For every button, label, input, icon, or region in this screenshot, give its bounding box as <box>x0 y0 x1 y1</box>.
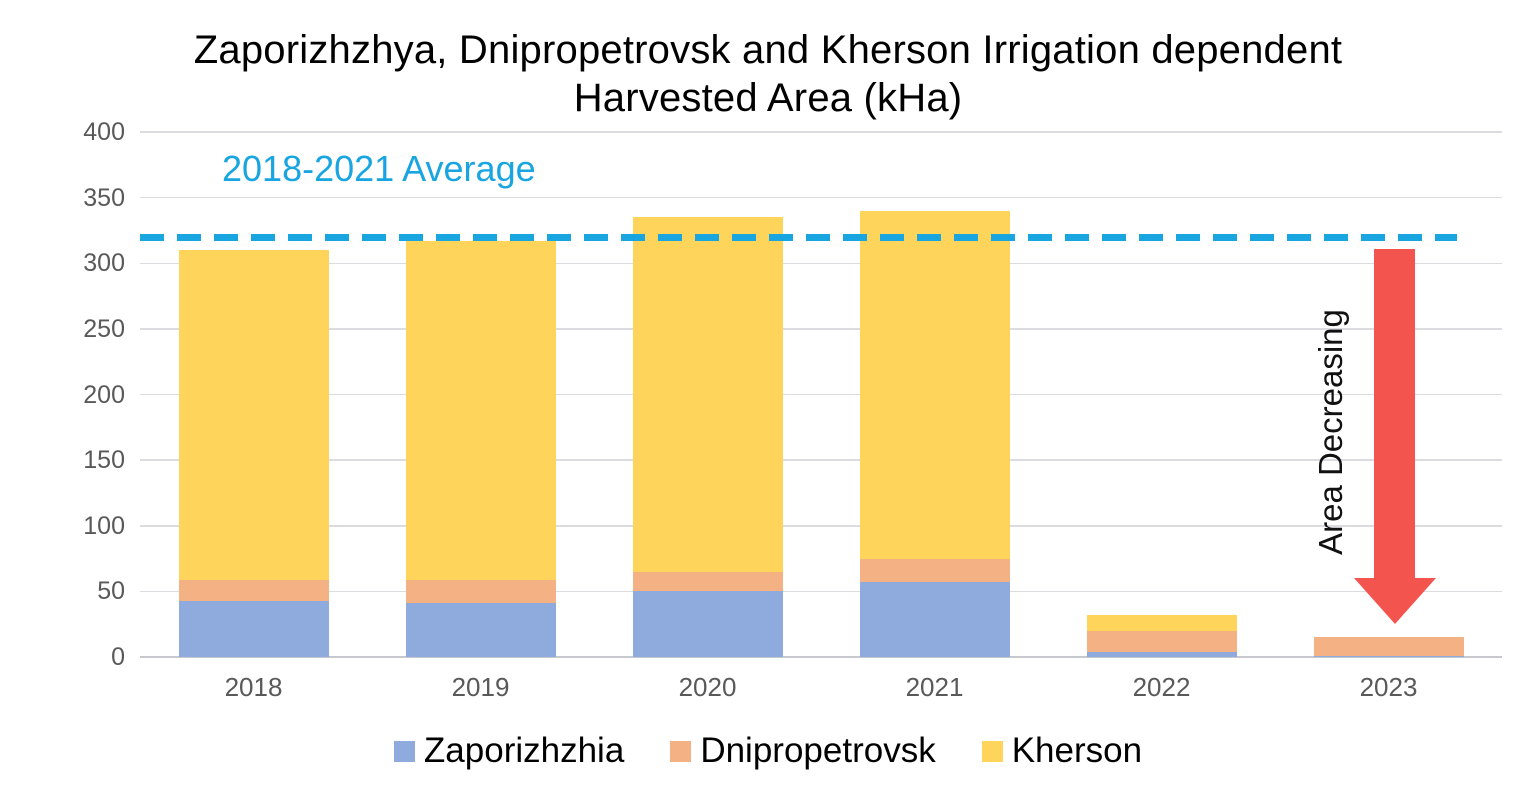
x-axis-label-2022: 2022 <box>1132 672 1191 702</box>
bar-segment-2019-kherson <box>405 240 556 580</box>
x-axis-label-2018: 2018 <box>224 672 283 702</box>
x-axis-label-2021: 2021 <box>905 672 964 702</box>
bar-segment-2021-zaporizhzhia <box>859 582 1010 657</box>
y-axis-tick-label: 200 <box>83 380 125 409</box>
legend-swatch-icon <box>393 740 415 762</box>
legend-item-zaporizhzhia: Zaporizhzhia <box>393 731 625 771</box>
bar-segment-2020-zaporizhzhia <box>632 591 783 657</box>
legend-item-dnipropetrovsk: Dnipropetrovsk <box>670 731 936 771</box>
bar-segment-2020-dnipropetrovsk <box>632 571 783 592</box>
area-decreasing-label: Area Decreasing <box>1312 309 1349 555</box>
bar-segment-2018-dnipropetrovsk <box>178 579 329 601</box>
bar-segment-2023-zaporizhzhia <box>1313 655 1464 657</box>
gridline <box>140 525 1502 527</box>
area-decreasing-arrow-icon <box>1354 249 1436 624</box>
bar-segment-2022-zaporizhzhia <box>1086 651 1237 657</box>
chart-title: Zaporizhzhya, Dnipropetrovsk and Kherson… <box>0 26 1536 122</box>
chart-title-line-1: Zaporizhzhya, Dnipropetrovsk and Kherson… <box>193 28 1343 72</box>
y-axis-tick-label: 150 <box>83 446 125 475</box>
bar-segment-2021-kherson <box>859 210 1010 559</box>
bar-segment-2022-dnipropetrovsk <box>1086 630 1237 652</box>
x-axis-label-2023: 2023 <box>1359 672 1418 702</box>
bar-segment-2021-dnipropetrovsk <box>859 558 1010 583</box>
legend-swatch-icon <box>981 740 1003 762</box>
chart-title-line-2: Harvested Area (kHa) <box>573 76 963 120</box>
gridline <box>140 459 1502 461</box>
bar-segment-2020-kherson <box>632 217 783 572</box>
bar-segment-2018-kherson <box>178 250 329 580</box>
gridline <box>140 262 1502 264</box>
y-axis-tick-label: 300 <box>83 249 125 278</box>
y-axis-tick-label: 50 <box>97 577 125 606</box>
bar-segment-2019-zaporizhzhia <box>405 603 556 657</box>
chart-legend: Zaporizhzhia Dnipropetrovsk Kherson <box>0 731 1536 771</box>
x-axis-label-2020: 2020 <box>678 672 737 702</box>
legend-label: Dnipropetrovsk <box>700 731 936 770</box>
average-label: 2018-2021 Average <box>222 148 536 189</box>
legend-item-kherson: Kherson <box>981 731 1143 771</box>
x-axis-label-2019: 2019 <box>451 672 510 702</box>
bar-segment-2019-dnipropetrovsk <box>405 579 556 604</box>
bar-segment-2022-kherson <box>1086 615 1237 631</box>
legend-swatch-icon <box>670 740 692 762</box>
gridline <box>140 328 1502 330</box>
average-dashed-line <box>140 233 1457 241</box>
y-axis-tick-label: 350 <box>83 183 125 212</box>
legend-label: Zaporizhzhia <box>423 731 625 770</box>
bar-segment-2018-zaporizhzhia <box>178 600 329 657</box>
y-axis-tick-label: 0 <box>111 643 125 671</box>
bar-segment-2023-dnipropetrovsk <box>1313 637 1464 656</box>
gridline <box>140 590 1502 593</box>
legend-label: Kherson <box>1011 731 1143 770</box>
y-axis-tick-label: 100 <box>83 511 125 540</box>
y-axis-tick-label: 250 <box>83 314 125 343</box>
x-axis-line <box>140 656 1502 658</box>
gridline <box>140 131 1502 133</box>
gridline <box>140 393 1502 396</box>
y-axis-tick-label: 400 <box>83 118 125 146</box>
gridline <box>140 196 1502 199</box>
